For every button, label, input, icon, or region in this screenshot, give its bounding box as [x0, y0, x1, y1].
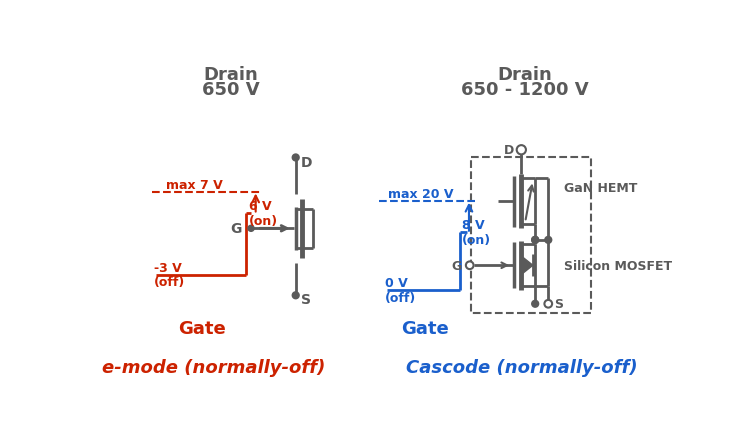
Circle shape [466, 262, 474, 270]
Text: Drain: Drain [203, 66, 259, 84]
Text: (off): (off) [154, 276, 185, 289]
Bar [471, 158, 590, 313]
Text: S: S [554, 298, 563, 311]
Text: Gate: Gate [401, 319, 449, 337]
Circle shape [532, 237, 538, 243]
Circle shape [545, 300, 552, 308]
Text: D: D [301, 156, 312, 170]
Text: G: G [451, 259, 461, 272]
Text: max 20 V: max 20 V [388, 187, 454, 201]
Text: S: S [301, 293, 311, 306]
Text: max 7 V: max 7 V [166, 178, 223, 191]
Text: Drain: Drain [497, 66, 553, 84]
Polygon shape [521, 256, 533, 275]
Text: 650 - 1200 V: 650 - 1200 V [461, 81, 589, 99]
Text: D: D [504, 144, 514, 157]
Text: (off): (off) [385, 291, 416, 304]
Text: GaN HEMT: GaN HEMT [564, 181, 637, 194]
Text: (on): (on) [248, 214, 278, 227]
Text: G: G [231, 222, 242, 236]
Text: -3 V: -3 V [154, 261, 182, 274]
Circle shape [293, 293, 298, 299]
Circle shape [248, 226, 254, 231]
Text: (on): (on) [462, 233, 491, 247]
Text: 8 V: 8 V [462, 219, 485, 232]
Circle shape [293, 155, 298, 161]
Circle shape [517, 146, 526, 155]
Text: 6 V: 6 V [248, 200, 271, 213]
Circle shape [532, 301, 538, 307]
Text: e-mode (normally-off): e-mode (normally-off) [102, 358, 325, 376]
Text: 650 V: 650 V [202, 81, 260, 99]
Text: Silicon MOSFET: Silicon MOSFET [564, 259, 672, 272]
Circle shape [545, 237, 551, 243]
Text: 0 V: 0 V [385, 276, 408, 289]
Text: Gate: Gate [178, 319, 226, 337]
Circle shape [532, 237, 538, 243]
Text: Cascode (normally-off): Cascode (normally-off) [405, 358, 637, 376]
